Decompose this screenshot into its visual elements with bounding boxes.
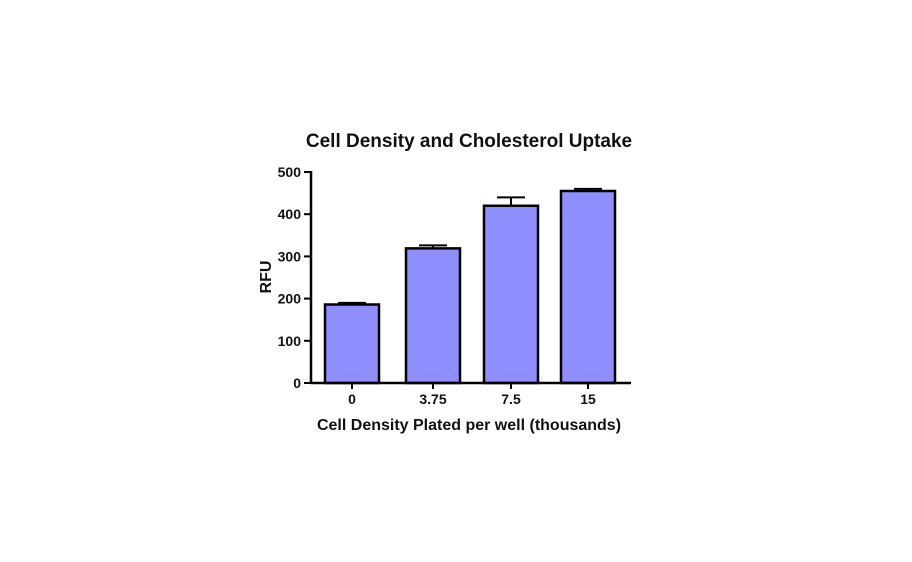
y-tick-label-300: 300 [278,248,302,264]
chart-title: Cell Density and Cholesterol Uptake [306,131,632,152]
bar-15 [559,189,617,385]
y-axis-label: RFU [258,261,275,294]
x-tick-label-3.75: 3.75 [419,391,446,407]
y-tick-label-200: 200 [278,291,302,307]
x-tick-label-0: 0 [348,391,356,407]
x-axis-label: Cell Density Plated per well (thousands) [317,417,621,434]
x-tick-label-15: 15 [580,391,596,407]
y-tick-label-400: 400 [278,206,302,222]
plot-area: 0 100 200 300 400 500 0 3.75 7.5 15 [278,164,631,407]
bar-0 [323,303,381,385]
y-tick-label-100: 100 [278,333,302,349]
y-tick-label-0: 0 [293,375,301,391]
bar-7.5 [482,204,540,385]
y-tick-label-500: 500 [278,164,302,180]
bar-3.75 [404,247,462,385]
x-tick-label-7.5: 7.5 [501,391,521,407]
